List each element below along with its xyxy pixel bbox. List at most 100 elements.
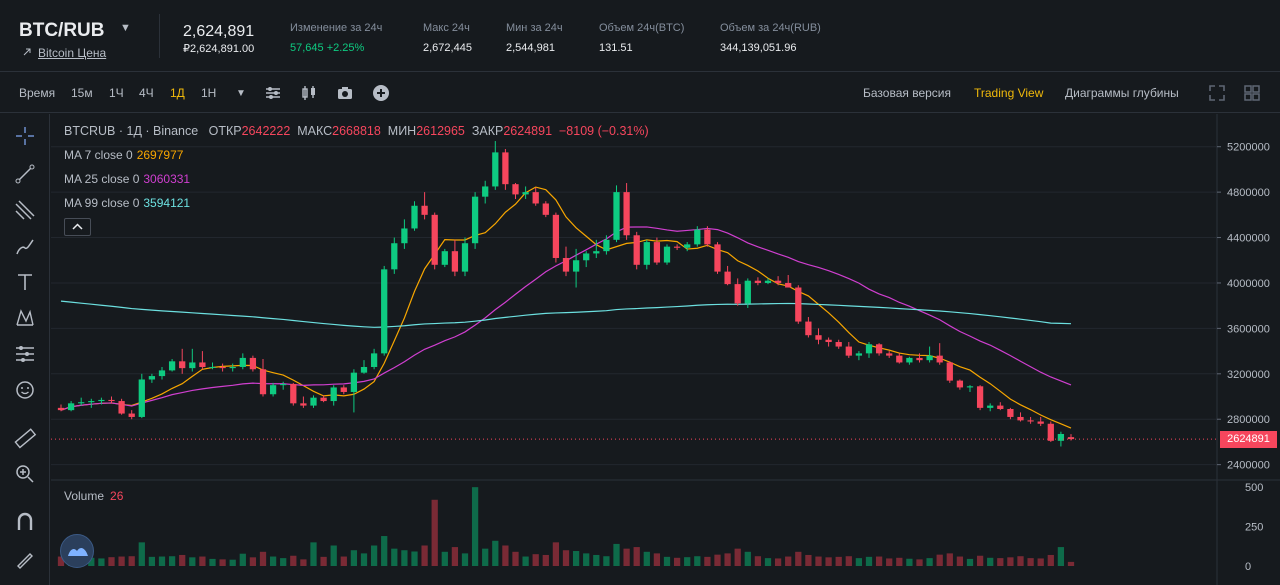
volume-bar [764,558,772,566]
time-label[interactable]: Время [19,86,56,100]
volume-bar [138,542,145,566]
coin-info-link[interactable]: Bitcoin Цена [38,46,107,60]
candle-body [785,282,792,288]
price-chart[interactable]: 2400000 2800000 3200000 3600000 4000000 44000… [51,114,1280,585]
volume-bar [57,556,65,566]
volume-bar [926,558,933,566]
candle-body [249,357,257,370]
candle-body [583,253,590,261]
volume-bar [370,545,378,566]
magnet-icon[interactable] [13,510,37,534]
view-depth[interactable]: Диаграммы глубины [1065,86,1179,100]
emoji-icon[interactable] [13,378,37,402]
volume-bar [259,551,267,566]
volume-bar [795,551,802,566]
layout-grid-icon[interactable] [1243,84,1261,102]
price-axis: 2400000 2800000 3200000 3600000 4000000 44000… [51,114,1280,585]
volume-bar [684,557,691,566]
stat-change: Изменение за 24ч 57,645 +2.25% [290,22,382,54]
volume-bar [118,556,125,566]
volume-bar [360,553,368,566]
text-icon[interactable] [13,270,37,294]
volume-bar [522,556,529,566]
add-indicator-icon[interactable] [372,84,390,102]
volume-bar [966,558,974,566]
candle-body [936,355,943,363]
candle-body [855,353,863,356]
stat-value: 344,139,051.96 [720,42,797,54]
candle-body [168,361,176,371]
interval-15m[interactable]: 15м [71,86,93,100]
stat-label: Изменение за 24ч [290,22,383,34]
volume-bar [916,559,923,566]
interval-1d[interactable]: 1Д [170,86,185,100]
candle-body [1057,433,1065,441]
volume-bar [633,547,640,566]
volume-bar [643,551,650,566]
candle-body [572,260,580,272]
candle-body [663,246,671,263]
crosshair-icon[interactable] [13,124,37,148]
measure-icon[interactable] [13,342,37,366]
ma99-legend: MA 99 close 0 3594121 [64,196,190,210]
volume-bar [583,553,590,566]
candle-body [552,214,560,258]
interval-1w[interactable]: 1Н [201,86,217,100]
volume-bar [906,558,913,566]
trend-line-icon[interactable] [13,162,37,186]
candle-body [774,280,782,283]
candle-body [229,366,236,369]
chart-grid [51,146,1217,466]
fullscreen-icon[interactable] [1208,84,1226,102]
price-tick-label: 3600000 [1227,323,1270,335]
volume-bar [936,554,943,566]
volume-bar [532,554,539,566]
interval-4h[interactable]: 4Ч [139,86,154,100]
ruler-icon[interactable] [13,426,37,450]
interval-1h[interactable]: 1Ч [109,86,124,100]
pair-title[interactable]: BTC/RUB [19,20,105,41]
candle-body [461,243,469,272]
candle-body [401,228,408,244]
candle-body [845,346,852,356]
candle-body [381,269,388,354]
pattern-icon[interactable] [13,306,37,330]
candle-body [512,184,519,195]
volume-bar [896,557,903,566]
ma-value: 3060331 [143,172,191,186]
pair-dropdown-icon[interactable]: ▼ [120,22,131,34]
volume-bar [391,548,398,566]
volume-bar [199,556,206,566]
volume-bar [1047,554,1054,566]
volume-bar [855,558,863,566]
candle-body [259,369,267,395]
high-value: 2668818 [332,124,381,138]
camera-icon[interactable] [336,84,354,102]
candle-type-icon[interactable] [300,84,318,102]
moving-average-lines [60,186,1072,429]
candle-body [148,376,156,380]
volume-bars [57,487,1075,566]
volume-bar [168,556,176,566]
view-basic[interactable]: Базовая версия [863,86,951,100]
more-intervals-icon[interactable]: ▼ [236,88,246,99]
volume-bar [1037,558,1044,566]
zoom-icon[interactable] [13,462,37,486]
indicators-settings-icon[interactable] [264,84,282,102]
lock-drawing-icon[interactable] [13,546,37,570]
collapse-legend-button[interactable] [64,218,91,236]
volume-bar [744,551,751,566]
candle-body [57,407,65,411]
price-tick-label: 4800000 [1227,187,1270,199]
stat-label: Объем за 24ч(RUB) [720,22,821,34]
volume-bar [956,556,964,566]
view-tradingview[interactable]: Trading View [974,86,1044,100]
candle-body [421,205,428,215]
brush-icon[interactable] [13,234,37,258]
open-label: ОТКР [208,124,242,138]
candle-body [179,361,186,369]
fib-icon[interactable] [13,198,37,222]
candle-body [906,357,913,363]
candle-body [966,386,974,388]
binance-logo-bubble[interactable] [60,534,94,568]
